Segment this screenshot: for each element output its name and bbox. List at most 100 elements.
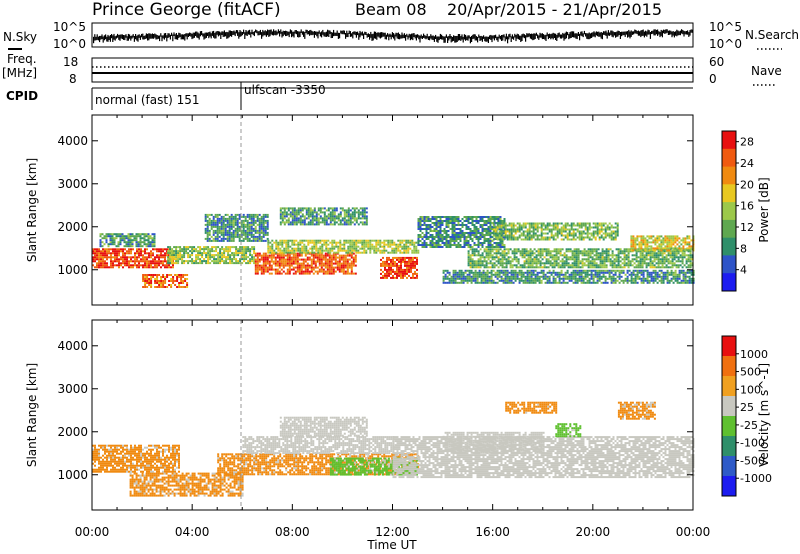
power-cell (619, 260, 622, 263)
power-cell (467, 254, 470, 257)
power-cell (650, 279, 653, 282)
power-cell (310, 268, 313, 271)
power-cell (135, 245, 138, 248)
power-cell (290, 262, 293, 265)
power-cell (549, 254, 552, 257)
nsky-sample (137, 34, 139, 42)
power-cell (614, 281, 617, 284)
power-cell (252, 229, 255, 232)
power-cell (169, 248, 172, 251)
power-cell (197, 258, 200, 261)
power-cell (206, 231, 209, 234)
nsearch-tick-high: 10^5 (709, 20, 742, 34)
power-cell (278, 256, 281, 259)
power-cell (223, 262, 226, 265)
power-cell (325, 245, 328, 248)
power-cell (497, 244, 500, 246)
power-cell (256, 262, 259, 265)
power-cell (181, 258, 184, 261)
power-cell (451, 224, 454, 226)
power-cell (419, 234, 422, 236)
nsky-sample (622, 31, 624, 36)
power-cell (688, 275, 691, 278)
power-cell (343, 221, 346, 224)
power-cell (476, 279, 479, 282)
power-cell (334, 256, 337, 259)
power-cell (471, 254, 474, 257)
power-cell (233, 258, 236, 261)
power-cell (545, 248, 548, 251)
nsky-sample (169, 34, 171, 40)
nsky-sample (611, 30, 613, 37)
power-cell (514, 273, 517, 276)
power-cell (390, 268, 392, 271)
power-cell (150, 260, 152, 263)
power-cell (206, 239, 209, 242)
nsky-sample (317, 31, 319, 39)
power-cell (208, 213, 211, 216)
power-cell (544, 281, 547, 284)
nsky-sample (427, 36, 429, 40)
power-cell (467, 226, 470, 228)
power-cell (586, 279, 589, 282)
power-cell (213, 260, 216, 263)
power-cell (258, 266, 261, 269)
power-cell (690, 277, 693, 280)
power-cell (465, 226, 468, 228)
power-cell (147, 233, 150, 236)
power-cell (286, 256, 289, 259)
power-cell (469, 244, 472, 246)
power-cell (461, 232, 464, 234)
power-cell (625, 250, 628, 253)
power-cell (181, 248, 184, 251)
power-cell (277, 249, 280, 252)
power-cell (108, 252, 110, 255)
power-cell (549, 260, 552, 263)
power-cell (130, 260, 132, 263)
nsky-sample (407, 35, 409, 40)
power-cell (228, 229, 231, 232)
power-cell (325, 219, 328, 222)
power-cell (545, 262, 548, 265)
power-cell (273, 249, 276, 252)
power-cell (444, 275, 447, 278)
power-cell (287, 223, 290, 226)
power-cell (606, 281, 609, 284)
power-cell (392, 256, 394, 259)
nsky-sample (399, 33, 401, 40)
power-cell (292, 262, 295, 265)
power-cell (605, 248, 608, 251)
power-cell (289, 239, 292, 242)
power-cell (666, 269, 669, 272)
power-cell (102, 248, 104, 251)
power-cell (347, 211, 350, 214)
power-cell (298, 264, 301, 267)
power-cell (479, 262, 482, 265)
power-cell (455, 216, 458, 218)
power-cell (142, 254, 144, 257)
power-cell (352, 264, 355, 267)
power-cell (446, 275, 449, 278)
power-cell (581, 252, 584, 255)
nsky-sample (135, 34, 137, 40)
power-cell (312, 262, 315, 265)
power-cell (391, 249, 394, 252)
power-cell (167, 258, 170, 261)
power-cell (260, 227, 263, 230)
power-cell (158, 248, 160, 251)
power-cell (457, 232, 460, 234)
power-cell (124, 252, 126, 255)
power-cell (181, 256, 184, 259)
power-cell (317, 247, 320, 250)
power-cell (299, 221, 302, 224)
power-cell (264, 258, 267, 261)
power-cell (128, 264, 130, 267)
power-cell (518, 269, 521, 272)
power-cell (449, 238, 452, 240)
power-cell (101, 237, 104, 240)
power-cell (421, 228, 424, 230)
power-cell (228, 227, 231, 230)
power-cell (241, 258, 244, 261)
nsky-sample (558, 32, 560, 37)
power-cell (499, 240, 502, 242)
